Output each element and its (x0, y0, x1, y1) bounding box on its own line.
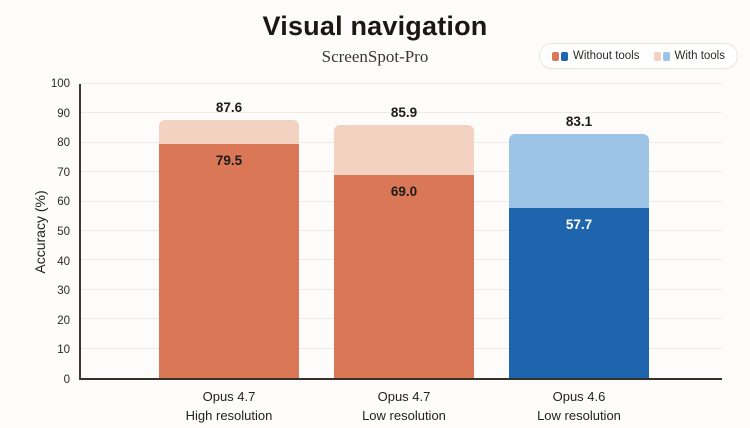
bar-without-tools-value-label: 57.7 (565, 217, 593, 233)
x-axis-category-line: Low resolution (362, 407, 446, 423)
x-axis-category-label: Opus 4.6 Low resolution (469, 388, 689, 426)
legend-color-swatch (653, 51, 661, 61)
legend-item-with-tools: With tools (653, 50, 726, 62)
y-tick-label-30: 30 (57, 285, 70, 298)
x-axis-category-label: Opus 4.7 High resolution (119, 388, 339, 426)
bar-group-2: 85.9 69.0 Opus 4.7 Low resolution (334, 84, 474, 423)
y-tick-label-70: 70 (57, 166, 70, 179)
x-axis-category-line: High resolution (185, 407, 273, 423)
gridline-90 (81, 112, 722, 114)
chart-subtitle: ScreenSpot-Pro (321, 47, 429, 66)
legend-label: With tools (674, 50, 726, 62)
y-tick-label-20: 20 (57, 314, 70, 327)
bar-without-tools-value-label: 79.5 (215, 153, 243, 169)
bar-without-tools-value-label: 69.0 (390, 184, 418, 200)
legend-color-swatch (552, 51, 560, 61)
bar-total-value-label: 85.9 (390, 105, 418, 121)
bar-group-3: 83.1 57.7 Opus 4.6 Low resolution (509, 84, 649, 423)
y-tick-label-90: 90 (57, 107, 70, 120)
bar-without-tools (159, 144, 299, 378)
x-axis-category-label: Opus 4.7 Low resolution (294, 388, 514, 426)
bar-total-value-label: 83.1 (565, 113, 593, 129)
y-tick-label-0: 0 (63, 374, 70, 386)
bar-without-tools (509, 208, 649, 378)
plot-area: 87.6 79.5 Opus 4.7 High resolution 85.9 69.0 O… (79, 83, 722, 423)
bar-group-1: 87.6 79.5 Opus 4.7 High resolution (159, 84, 299, 423)
gridline-100 (81, 83, 722, 84)
legend-swatch-icon (552, 51, 569, 61)
y-tick-label-40: 40 (57, 255, 70, 268)
y-tick-label-60: 60 (57, 196, 70, 209)
y-tick-label-10: 10 (57, 344, 70, 357)
y-tick-label-100: 100 (50, 78, 70, 90)
chart-legend: Without tools With tools (539, 43, 738, 69)
y-tick-label-50: 50 (57, 226, 70, 238)
y-tick-label-80: 80 (57, 137, 70, 150)
x-axis-category-line: Opus 4.6 (552, 389, 606, 404)
legend-item-without-tools: Without tools (552, 50, 640, 62)
bar-without-tools (334, 175, 474, 378)
legend-color-swatch (561, 51, 569, 61)
legend-swatch-icon (653, 51, 670, 61)
page-title: Visual navigation (262, 11, 488, 41)
x-axis-category-line: Low resolution (537, 407, 621, 423)
legend-label: Without tools (573, 50, 640, 62)
bar-total-value-label: 87.6 (215, 100, 243, 116)
x-axis-category-line: Opus 4.7 (377, 389, 431, 404)
x-axis-category-line: Opus 4.7 (202, 389, 256, 404)
legend-color-swatch (662, 51, 670, 61)
